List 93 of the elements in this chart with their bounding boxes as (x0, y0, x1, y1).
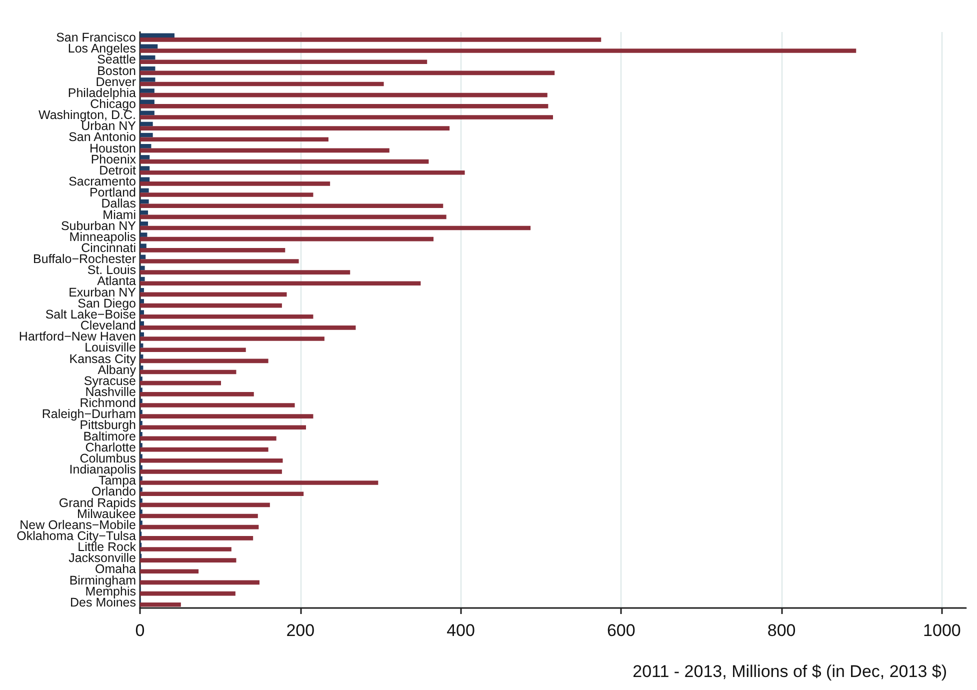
bar (140, 248, 286, 252)
bar (140, 547, 232, 552)
bar (140, 288, 144, 292)
bar (140, 60, 428, 64)
bar (140, 48, 856, 53)
bar (140, 259, 299, 264)
bar (140, 558, 236, 562)
bar (140, 110, 154, 116)
bar (140, 100, 154, 104)
bar (140, 348, 246, 352)
bar (140, 236, 434, 242)
x-tick-label: 800 (767, 621, 796, 640)
bar (140, 380, 221, 386)
bar (140, 276, 145, 282)
bar (140, 222, 148, 226)
bar (140, 244, 146, 248)
bar (140, 210, 148, 215)
bar (140, 55, 156, 60)
y-tick-label: Oklahoma City−Tulsa (16, 529, 136, 543)
bar (140, 182, 330, 186)
bar (140, 514, 258, 518)
bar (140, 354, 144, 359)
x-axis-title: 2011 - 2013, Millions of $ (in Dec, 2013 $) (632, 662, 947, 681)
bar (140, 38, 602, 42)
bar (140, 326, 356, 330)
bar (140, 266, 145, 270)
bar (140, 270, 350, 274)
bar (140, 148, 390, 153)
bar (140, 447, 268, 452)
bar (140, 166, 150, 170)
bar (140, 502, 270, 508)
bar (140, 137, 328, 142)
bar (140, 132, 153, 138)
bar (140, 170, 465, 175)
bar (140, 403, 295, 408)
x-tick-label: 1000 (923, 621, 961, 640)
bar (140, 569, 199, 574)
bar (140, 199, 149, 204)
bar (140, 366, 144, 370)
x-tick-label: 200 (286, 621, 315, 640)
bar (140, 126, 450, 130)
bar (140, 204, 444, 208)
y-tick-label: New Orleans−Mobile (20, 518, 136, 532)
bar (140, 303, 282, 308)
bar (140, 332, 144, 337)
bar (140, 524, 259, 530)
bar (140, 392, 254, 396)
bar (140, 82, 384, 86)
bar (140, 144, 152, 148)
bar (140, 321, 144, 326)
x-tick-label: 600 (606, 621, 636, 640)
bar (140, 70, 555, 76)
y-tick-label: Indianapolis (69, 462, 136, 477)
bar (140, 292, 287, 297)
bar (140, 358, 268, 364)
bar (140, 155, 150, 160)
x-tick-label: 400 (446, 621, 475, 640)
bar (140, 480, 378, 485)
bar (140, 66, 156, 71)
bar (140, 591, 236, 596)
bar (140, 470, 282, 474)
bar (140, 425, 306, 430)
bar (140, 232, 148, 237)
bar (140, 92, 548, 98)
bar (140, 602, 181, 607)
bar (140, 122, 153, 126)
bar (140, 414, 314, 418)
bar (140, 115, 553, 120)
bar (140, 458, 283, 463)
bar (140, 192, 314, 197)
bar (140, 33, 174, 38)
bar (140, 336, 324, 341)
bar (140, 310, 144, 314)
x-tick-label: 0 (135, 621, 145, 640)
bar (140, 436, 276, 441)
bar (140, 492, 304, 496)
bar (140, 254, 146, 260)
y-tick-label: Grand Rapids (58, 496, 136, 510)
bar (140, 78, 156, 82)
bar (140, 188, 149, 193)
bar (140, 214, 446, 220)
bar (140, 370, 236, 374)
bar (140, 281, 421, 286)
bar (140, 314, 314, 319)
bar (140, 580, 260, 585)
bar (140, 88, 154, 93)
bar (140, 104, 548, 108)
bar (140, 536, 254, 540)
bar (140, 299, 144, 304)
bar (140, 159, 429, 164)
bar (140, 44, 158, 49)
bar (140, 226, 531, 230)
bar (140, 177, 150, 182)
